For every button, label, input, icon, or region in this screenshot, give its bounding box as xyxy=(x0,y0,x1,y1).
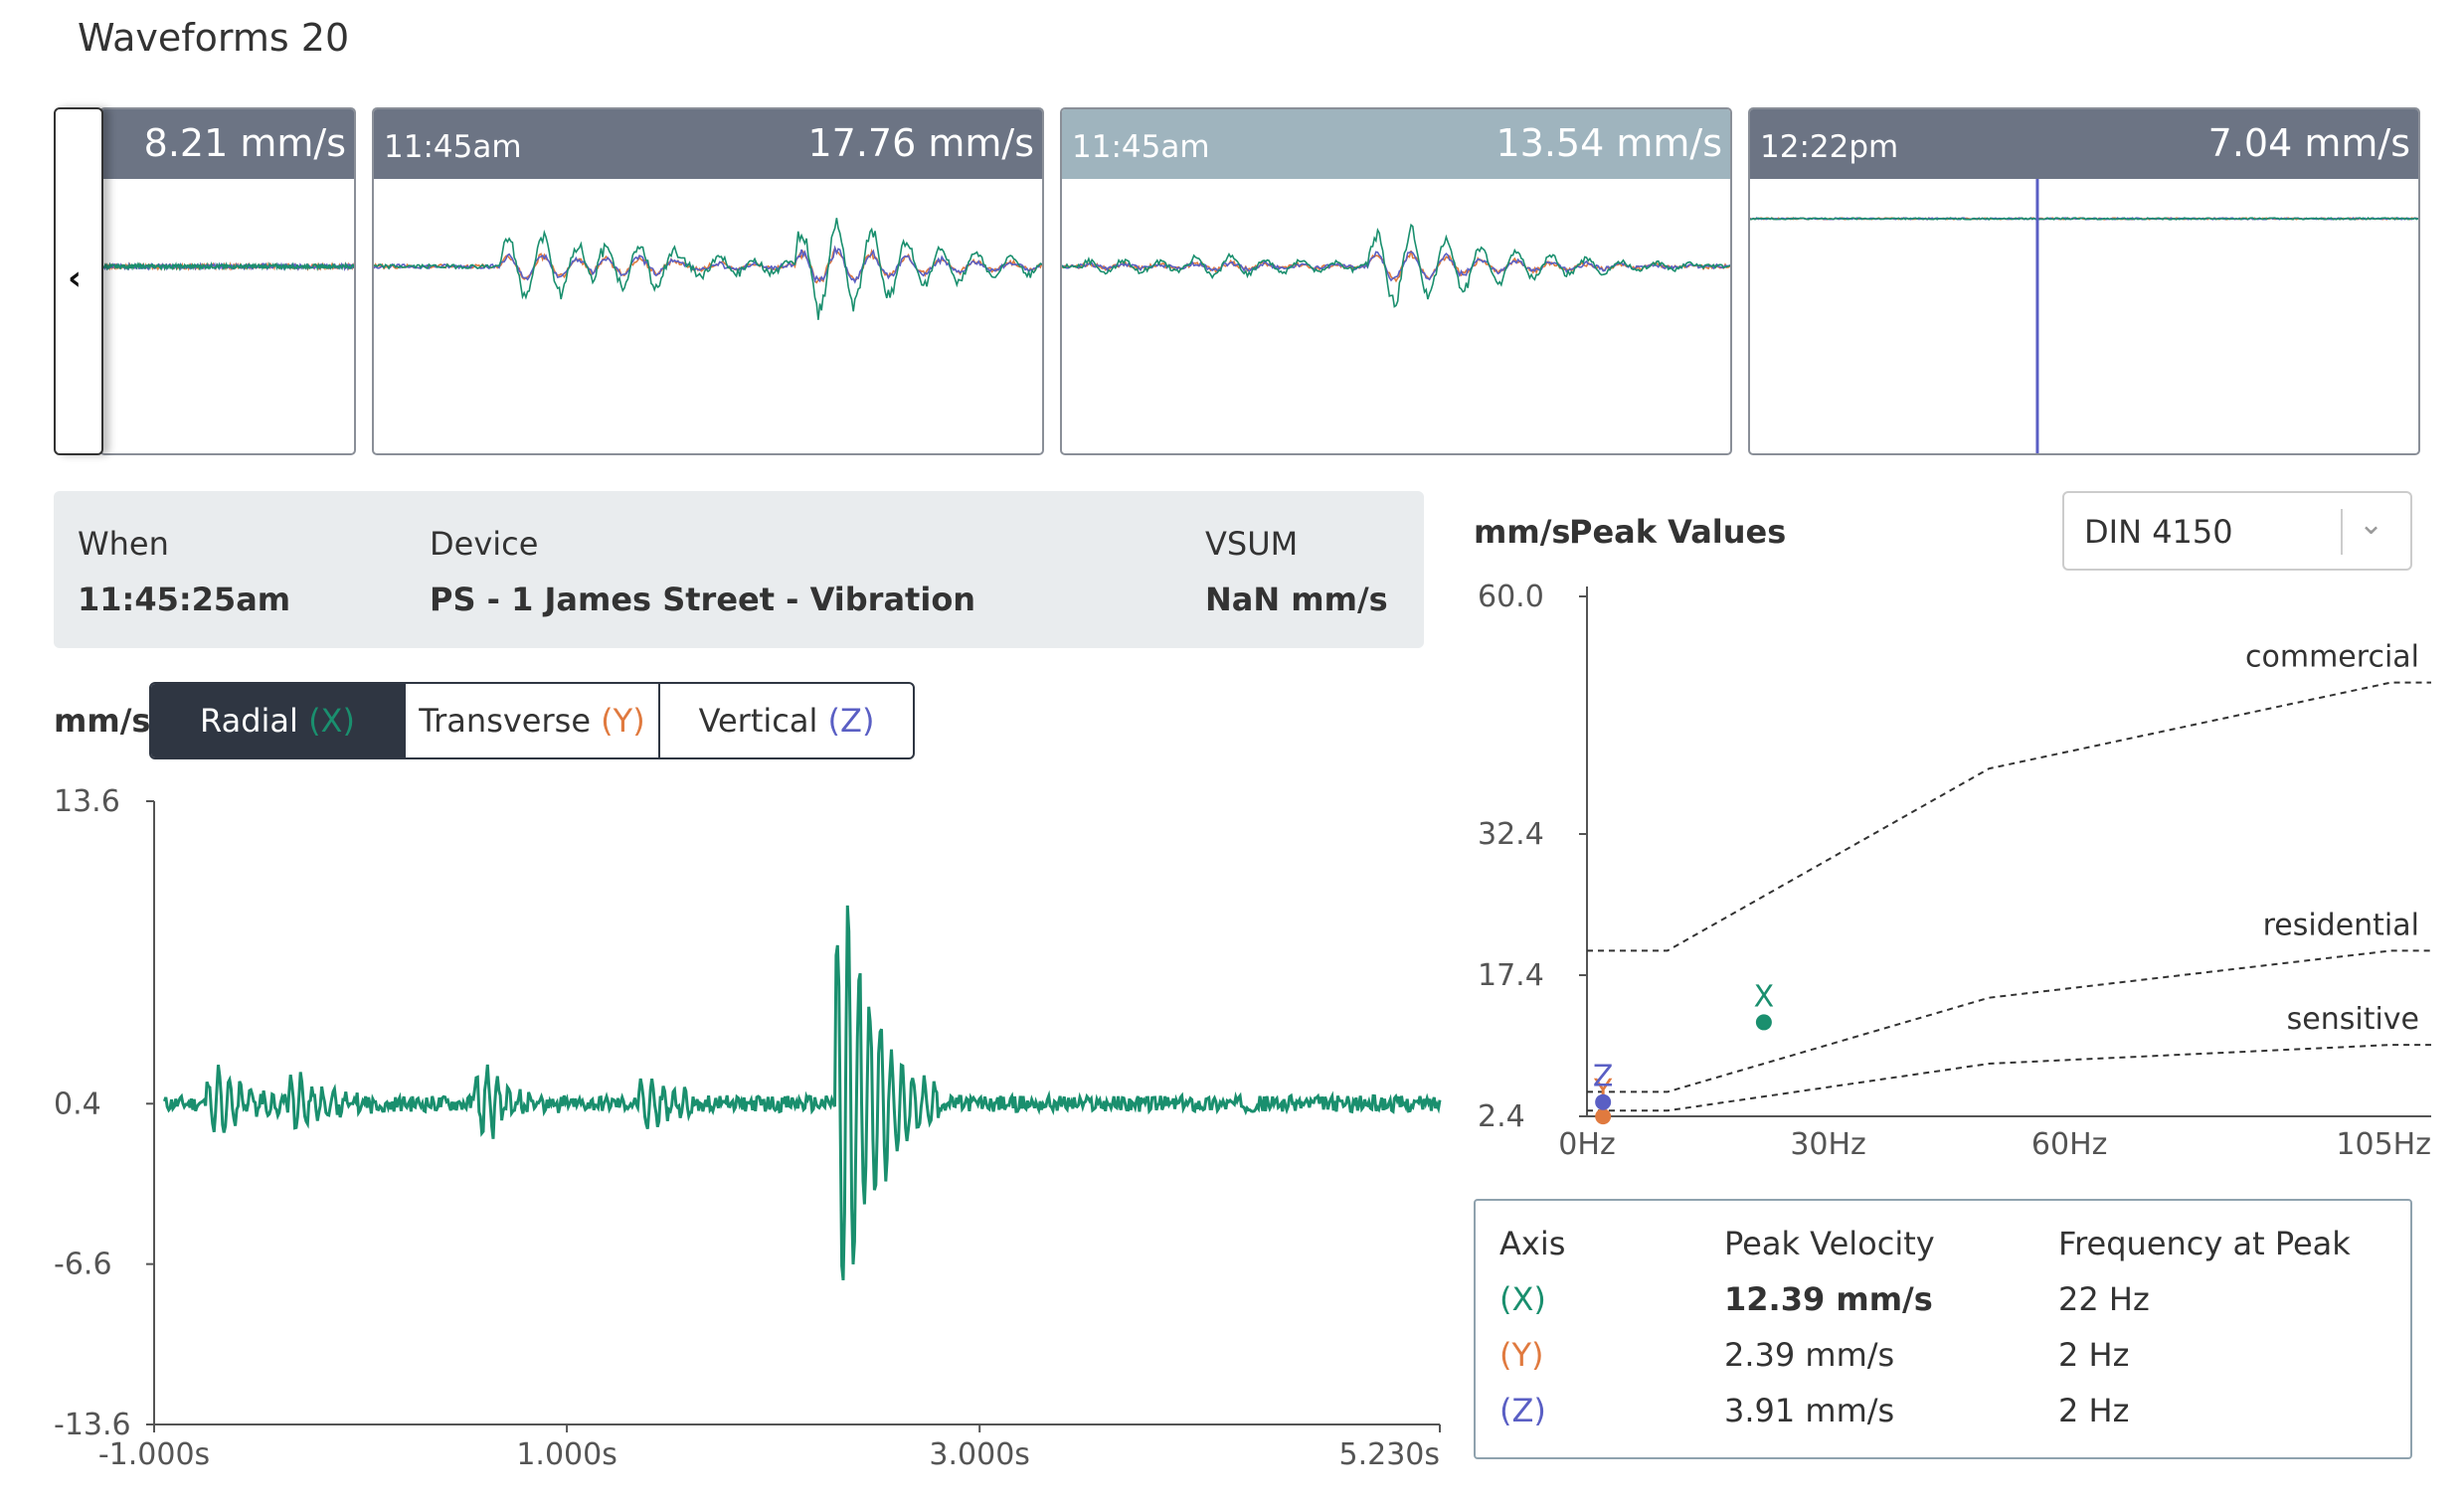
thumbnail-trace-line xyxy=(1062,251,1730,282)
peak-values-table: Axis Peak Velocity Frequency at Peak (X)… xyxy=(1474,1199,2412,1459)
y-tick-label: -13.6 xyxy=(54,1408,131,1442)
page-title: Waveforms 20 xyxy=(78,16,350,60)
peak-y-tick-label: 17.4 xyxy=(1478,958,1544,993)
thumbnail-time: 11:45am xyxy=(1072,129,1210,165)
table-row-z-axis: (Z) xyxy=(1499,1392,1546,1429)
peak-point-y xyxy=(1595,1108,1612,1125)
peak-values-chart: 60.0 32.4 17.4 2.4 0Hz 30Hz 60Hz 105Hz commercia… xyxy=(1478,580,2431,1162)
thumbnail-trace xyxy=(1750,179,2418,453)
peak-values-title: Peak Values xyxy=(1569,513,1787,551)
radial-waveform-line xyxy=(162,905,1442,1280)
peak-x-tick-label: 0Hz xyxy=(1558,1127,1615,1162)
waveform-unit-label: mm/s xyxy=(54,702,151,740)
peak-y-tick-label: 32.4 xyxy=(1478,817,1544,852)
peak-y-tick-label: 60.0 xyxy=(1478,580,1544,614)
limit-line-sensitive xyxy=(1587,1044,2431,1112)
peak-x-tick-label: 60Hz xyxy=(2031,1127,2107,1162)
table-row-x-axis: (X) xyxy=(1499,1280,1546,1318)
peak-point-x xyxy=(1755,1014,1772,1031)
peak-point-z xyxy=(1595,1093,1612,1110)
table-row-y-axis: (Y) xyxy=(1499,1336,1544,1374)
standard-select[interactable]: DIN 4150 ⌄ xyxy=(2062,491,2412,571)
vsum-value: NaN mm/s xyxy=(1205,581,1388,618)
device-label: Device xyxy=(430,525,539,563)
limit-line-commercial xyxy=(1587,681,2431,952)
waveform-thumbnail-4[interactable]: 12:22pm 7.04 mm/s xyxy=(1748,107,2420,455)
waveform-thumbnail-2[interactable]: 11:45am 17.76 mm/s xyxy=(372,107,1044,455)
limit-label-commercial: commercial xyxy=(2245,640,2419,675)
thumbnail-trace-line xyxy=(1750,217,2418,221)
select-divider xyxy=(2341,509,2343,555)
limit-label-sensitive: sensitive xyxy=(2287,1002,2419,1037)
thumbnail-trace xyxy=(1062,223,1730,308)
peak-values-unit: mm/s xyxy=(1474,513,1571,551)
y-tick-label: 13.6 xyxy=(54,785,120,819)
standard-value: DIN 4150 xyxy=(2084,513,2233,551)
when-label: When xyxy=(78,525,169,563)
peak-point-label-x: X xyxy=(1754,979,1775,1014)
x-tick-label: 1.000s xyxy=(516,1437,617,1472)
table-row-y-velocity: 2.39 mm/s xyxy=(1724,1336,1895,1374)
table-header-axis: Axis xyxy=(1499,1225,1566,1262)
waveform-thumbnail-3[interactable]: 11:45am 13.54 mm/s xyxy=(1060,107,1732,455)
x-tick-label: 5.230s xyxy=(1338,1437,1440,1472)
thumbnail-trace-line xyxy=(374,218,1042,320)
y-tick-label: -6.6 xyxy=(54,1248,112,1282)
thumbnail-peak: 13.54 mm/s xyxy=(1496,121,1723,165)
limit-line-residential xyxy=(1587,949,2431,1093)
waveform-thumbnail-1[interactable]: 8.21 mm/s xyxy=(99,107,356,455)
thumbnail-trace-line xyxy=(101,260,354,272)
device-value: PS - 1 James Street - Vibration xyxy=(430,581,976,618)
chevron-down-icon: ⌄ xyxy=(2359,507,2384,542)
thumbnail-time: 12:22pm xyxy=(1760,129,1899,165)
thumbnail-trace xyxy=(374,218,1042,320)
table-row-x-frequency: 22 Hz xyxy=(2058,1280,2150,1318)
table-header-frequency: Frequency at Peak xyxy=(2058,1225,2351,1262)
x-tick-label: -1.000s xyxy=(98,1437,210,1472)
vsum-label: VSUM xyxy=(1205,525,1299,563)
tab-radial[interactable]: Radial (X) xyxy=(151,684,404,757)
thumbnail-trace-line xyxy=(1062,223,1730,308)
previous-button[interactable]: ‹ xyxy=(54,107,103,455)
table-row-z-frequency: 2 Hz xyxy=(2058,1392,2130,1429)
peak-x-tick-label: 30Hz xyxy=(1790,1127,1865,1162)
tab-transverse[interactable]: Transverse (Y) xyxy=(404,684,658,757)
table-header-velocity: Peak Velocity xyxy=(1724,1225,1935,1262)
table-row-x-velocity: 12.39 mm/s xyxy=(1724,1280,1933,1318)
peak-x-tick-label: 105Hz xyxy=(2336,1127,2431,1162)
table-row-z-velocity: 3.91 mm/s xyxy=(1724,1392,1895,1429)
thumbnail-trace xyxy=(101,260,354,272)
waveform-chart: 13.6 0.4 -6.6 -13.6-1.000s 1.000s 3.000s 5.230… xyxy=(54,785,1442,1472)
peak-y-tick-label: 2.4 xyxy=(1478,1099,1525,1134)
thumbnail-peak: 17.76 mm/s xyxy=(807,121,1035,165)
limit-label-residential: residential xyxy=(2263,908,2419,942)
tab-vertical[interactable]: Vertical (Z) xyxy=(658,684,913,757)
event-info-panel: When 11:45:25am Device PS - 1 James Stre… xyxy=(54,491,1424,648)
peak-point-label-z: Z xyxy=(1593,1060,1614,1094)
when-value: 11:45:25am xyxy=(78,581,291,618)
thumbnail-peak: 7.04 mm/s xyxy=(2207,121,2410,165)
table-row-y-frequency: 2 Hz xyxy=(2058,1336,2130,1374)
thumbnail-peak: 8.21 mm/s xyxy=(143,121,346,165)
axis-tabs: Radial (X) Transverse (Y) Vertical (Z) xyxy=(149,682,915,759)
chevron-left-icon: ‹ xyxy=(68,258,83,298)
y-tick-label: 0.4 xyxy=(54,1087,101,1121)
thumbnail-time: 11:45am xyxy=(384,129,522,165)
x-tick-label: 3.000s xyxy=(929,1437,1030,1472)
